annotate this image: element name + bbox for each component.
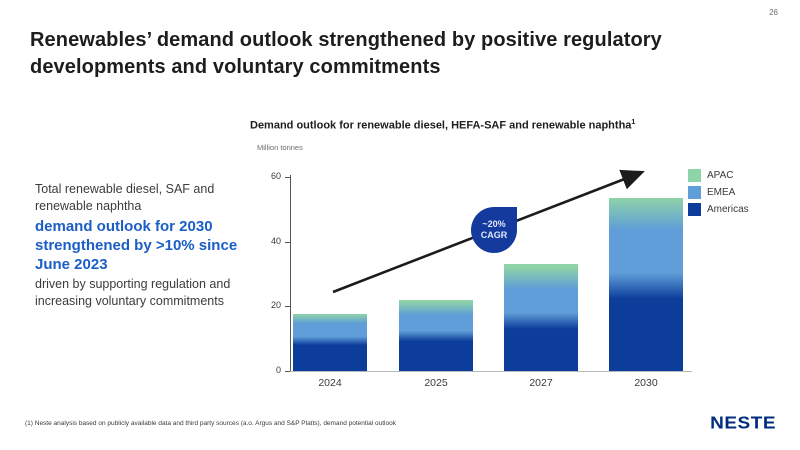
x-label-2030: 2030 (634, 377, 658, 389)
trend-arrow (332, 169, 645, 294)
y-tick-mark-0 (285, 371, 290, 372)
x-axis-baseline (290, 371, 692, 372)
key-message-intro: Total renewable diesel, SAF and renewabl… (35, 182, 215, 213)
slide-title: Renewables’ demand outlook strengthened … (30, 29, 662, 78)
chart-title-footnote-marker: 1 (631, 119, 636, 126)
y-tick-mark-20 (285, 306, 290, 308)
y-tick-mark-40 (285, 241, 290, 243)
y-axis-line (290, 175, 291, 372)
y-tick-label-40: 40 (270, 235, 281, 246)
cagr-value: ~20% (482, 218, 506, 229)
y-tick-mark-60 (285, 177, 290, 178)
page-number: 26 (769, 8, 778, 17)
legend-item-apac: APAC (688, 169, 749, 182)
chart-legend: APAC EMEA Americas (688, 169, 749, 220)
legend-swatch-americas (688, 203, 701, 216)
key-message-outro: driven by supporting regulation and incr… (35, 277, 231, 308)
key-message-block: Total renewable diesel, SAF and renewabl… (35, 181, 251, 309)
legend-swatch-apac (688, 169, 701, 182)
footnote: (1) Neste analysis based on publicly ava… (25, 420, 396, 427)
y-tick-label-60: 60 (270, 171, 281, 181)
legend-item-americas: Americas (688, 203, 749, 216)
legend-label-apac: APAC (707, 170, 734, 181)
legend-swatch-emea (688, 186, 701, 199)
chart-title-text: Demand outlook for renewable diesel, HEF… (250, 119, 632, 132)
cagr-annotation-drop: ~20% CAGR (471, 207, 517, 253)
y-tick-label-0: 0 (275, 365, 281, 375)
bar-2027 (504, 264, 578, 371)
legend-item-emea: EMEA (688, 186, 749, 199)
bar-2025 (399, 299, 473, 371)
bar-2024 (293, 314, 367, 371)
legend-label-emea: EMEA (707, 187, 736, 198)
cagr-label: CAGR (480, 230, 508, 240)
x-label-2024: 2024 (318, 377, 342, 389)
key-message-highlight: demand outlook for 2030 strengthened by … (35, 218, 238, 274)
bar-2030 (609, 198, 683, 371)
y-axis-unit-label: Million tonnes (257, 143, 303, 152)
x-label-2027: 2027 (529, 377, 553, 389)
x-label-2025: 2025 (424, 377, 448, 389)
y-tick-label-20: 20 (270, 300, 281, 311)
legend-label-americas: Americas (707, 204, 749, 215)
chart-title: Demand outlook for renewable diesel, HEF… (250, 119, 635, 132)
neste-logo: NESTE (710, 413, 776, 434)
